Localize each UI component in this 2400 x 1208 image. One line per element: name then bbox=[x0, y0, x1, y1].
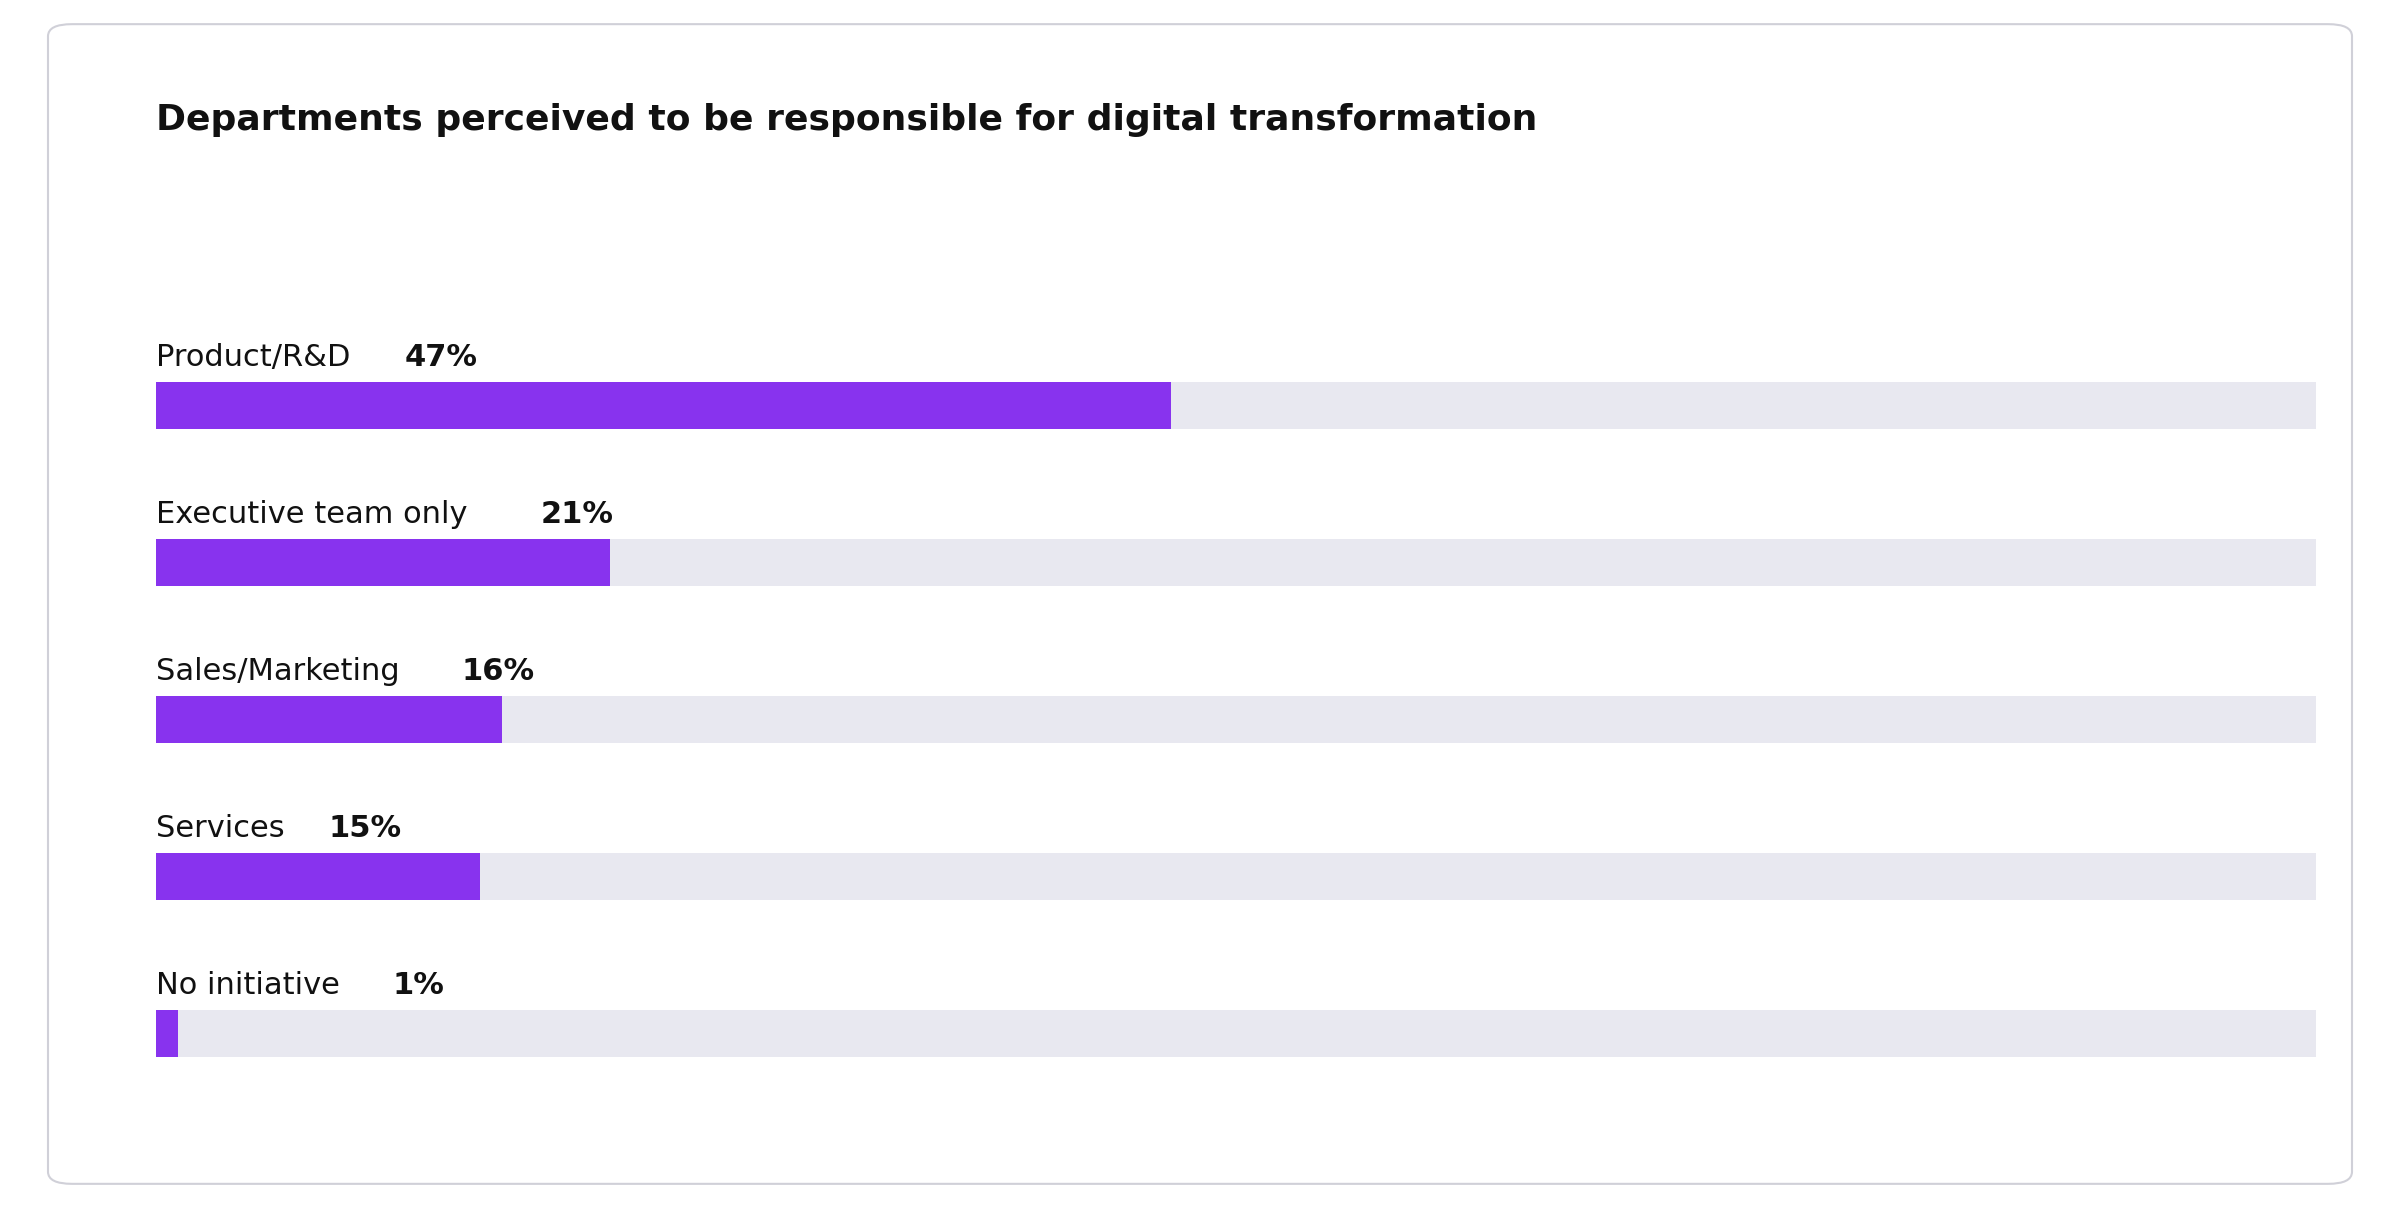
Bar bbox=[156, 853, 2316, 900]
Text: 15%: 15% bbox=[329, 814, 401, 843]
Bar bbox=[156, 696, 502, 743]
Text: No initiative: No initiative bbox=[156, 971, 360, 1000]
Text: 47%: 47% bbox=[403, 343, 478, 372]
Text: 16%: 16% bbox=[461, 657, 535, 686]
Text: Product/R&D: Product/R&D bbox=[156, 343, 370, 372]
Bar bbox=[156, 1010, 178, 1057]
Text: Departments perceived to be responsible for digital transformation: Departments perceived to be responsible … bbox=[156, 103, 1538, 137]
Bar bbox=[156, 853, 480, 900]
Bar bbox=[156, 382, 2316, 429]
Text: 21%: 21% bbox=[540, 500, 614, 529]
Bar bbox=[156, 1010, 2316, 1057]
Bar bbox=[156, 539, 2316, 586]
Text: Sales/Marketing: Sales/Marketing bbox=[156, 657, 420, 686]
Bar bbox=[156, 696, 2316, 743]
Text: Executive team only: Executive team only bbox=[156, 500, 487, 529]
Bar bbox=[156, 539, 610, 586]
Bar bbox=[156, 382, 1171, 429]
Text: 1%: 1% bbox=[391, 971, 444, 1000]
Text: Services: Services bbox=[156, 814, 305, 843]
